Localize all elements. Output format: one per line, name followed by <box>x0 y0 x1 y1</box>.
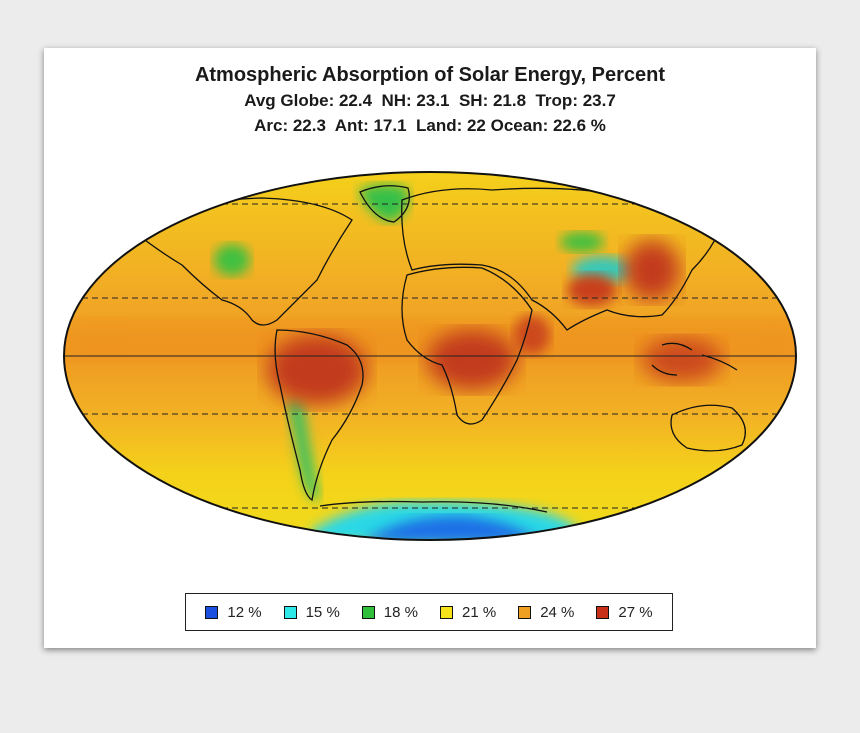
legend-swatch <box>283 605 297 619</box>
legend-item: 27 % <box>596 603 653 621</box>
legend-item: 24 % <box>518 604 574 621</box>
legend-label: 12 % <box>227 603 262 621</box>
map-title: Atmospheric Absorption of Solar Energy, … <box>194 64 666 86</box>
legend-label: 24 % <box>540 603 575 621</box>
legend-label: 15 % <box>305 603 340 621</box>
map-fill <box>64 172 796 540</box>
stats-line-2: Arc: 22.3 Ant: 17.1 Land: 22 Ocean: 22.6… <box>254 116 606 135</box>
legend-swatch <box>361 605 375 619</box>
continent-outlines <box>130 185 746 513</box>
legend-item: 21 % <box>440 604 496 621</box>
legend-item: 18 % <box>361 603 418 621</box>
legend: 12 % 15 % 18 % 21 % 24 % 27 % <box>185 593 673 631</box>
legend-swatch <box>205 605 219 619</box>
title-block: Atmospheric Absorption of Solar Energy, … <box>44 62 816 138</box>
stats-line-1: Avg Globe: 22.4 NH: 23.1 SH: 21.8 Trop: … <box>244 91 616 110</box>
legend-label: 27 % <box>618 603 653 621</box>
legend-swatch <box>596 605 610 619</box>
legend-label: 18 % <box>383 603 418 621</box>
legend-label: 21 % <box>462 603 497 621</box>
globe-border <box>63 171 797 541</box>
map-svg <box>63 171 797 541</box>
figure-card: Atmospheric Absorption of Solar Energy, … <box>44 48 816 648</box>
legend-swatch <box>518 605 532 619</box>
legend-item: 15 % <box>283 603 340 621</box>
legend-swatch <box>440 605 453 619</box>
legend-item: 12 % <box>205 603 262 621</box>
world-map <box>62 170 798 542</box>
